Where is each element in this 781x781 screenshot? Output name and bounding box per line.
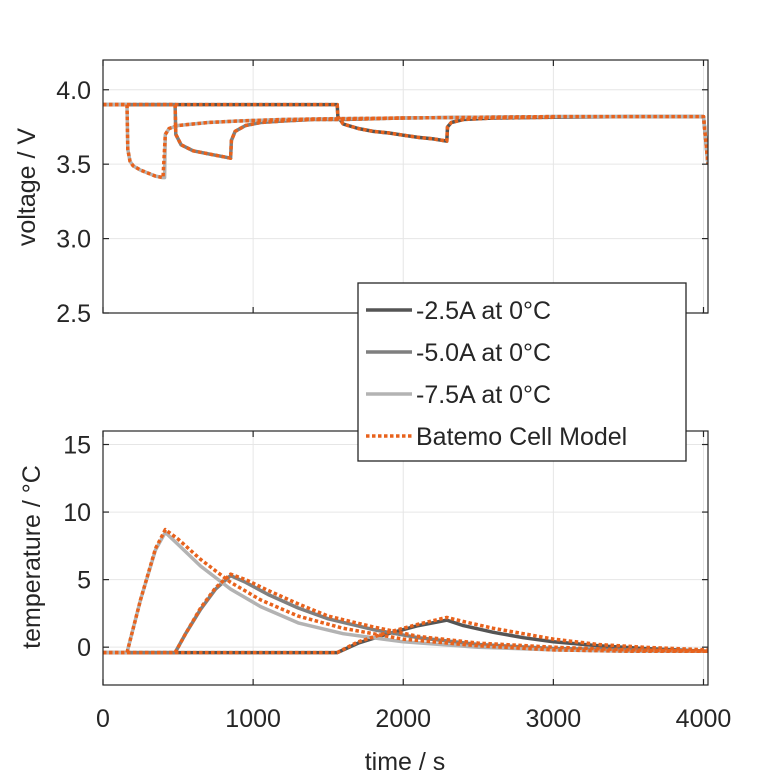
temperature-x-tick-label: 0: [96, 705, 110, 733]
voltage-series-group: [103, 102, 708, 180]
temperature-x-tick-label: 4000: [676, 705, 732, 733]
temperature-model-line: [103, 615, 708, 655]
legend: -2.5A at 0°C -5.0A at 0°C -7.5A at 0°C B…: [357, 282, 687, 462]
temperature-y-tick-label: 10: [63, 499, 91, 527]
temperature-series-group: [103, 527, 708, 655]
legend-label-2-5a: -2.5A at 0°C: [416, 297, 551, 325]
voltage-model-line: [103, 102, 708, 180]
voltage-y-axis-label: voltage / V: [13, 128, 41, 246]
temperature-y-tick-label: 0: [77, 634, 91, 662]
temperature-y-tick-label: 5: [77, 567, 91, 595]
legend-label-batemo-model: Batemo Cell Model: [416, 423, 627, 451]
temperature-model-line: [103, 527, 708, 655]
temperature-x-tick-label: 3000: [526, 705, 582, 733]
temperature-x-tick-label: 2000: [375, 705, 431, 733]
time-x-axis-label: time / s: [365, 748, 446, 776]
voltage-model-line: [103, 102, 404, 160]
voltage-plot-area: [103, 102, 708, 180]
legend-box: [357, 282, 687, 462]
temperature-y-tick-label: 15: [63, 432, 91, 460]
legend-label-7-5a: -7.5A at 0°C: [416, 381, 551, 409]
voltage-model-line: [103, 102, 554, 143]
legend-label-5-0a: -5.0A at 0°C: [416, 339, 551, 367]
voltage-y-tick-label: 3.5: [56, 151, 91, 179]
voltage-plot: voltage / V 2.5 3.0 3.5 4.0: [13, 59, 709, 328]
temperature-x-tick-label: 1000: [225, 705, 281, 733]
voltage-y-tick-label: 2.5: [56, 300, 91, 328]
temperature-measurement-line-25: [103, 618, 708, 655]
temperature-plot: temperature / °C time / s 0 5 10 15 0 1000 200…: [18, 430, 732, 776]
temperature-y-axis-label: temperature / °C: [18, 465, 46, 649]
voltage-y-tick-label: 4.0: [56, 77, 91, 105]
voltage-y-tick-label: 3.0: [56, 226, 91, 254]
temperature-model-line: [103, 572, 708, 655]
temperature-plot-area: [103, 527, 708, 655]
